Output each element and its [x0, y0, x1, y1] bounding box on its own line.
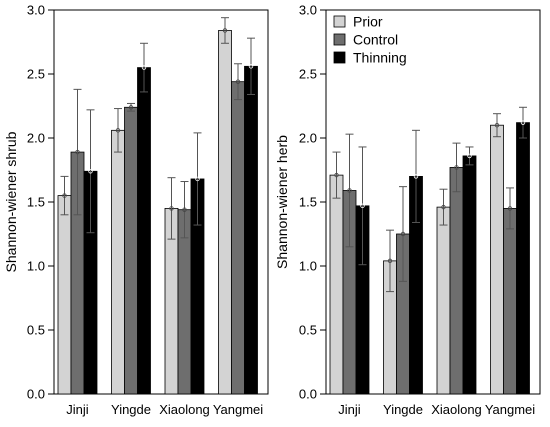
mean-marker: [334, 172, 339, 178]
y-tick-label: 2.5: [299, 67, 317, 82]
mean-marker: [413, 174, 419, 179]
y-tick-label: 2.0: [27, 131, 45, 146]
x-tick-label: Xiaolong: [159, 402, 210, 417]
x-tick-label: Yangmei: [485, 402, 535, 417]
bar-prior-yangmei: [218, 30, 232, 395]
bar-prior-yangmei: [490, 124, 504, 395]
y-tick-label: 3.0: [299, 3, 317, 18]
chart-panel-1: 0.0 0.5 1.0 1.5 2.0 2.5 3.0 Shannon-wiener shru…: [3, 3, 269, 417]
y-tick-label: 2.5: [27, 67, 45, 82]
y-tick-label: 3.0: [27, 3, 45, 18]
bar-prior-yingde: [111, 129, 125, 395]
y-tick-label: 0.0: [27, 387, 45, 402]
mean-marker: [235, 79, 241, 84]
y-tick-label: 1.0: [27, 259, 45, 274]
mean-marker: [387, 258, 393, 264]
x-tick-label: Jinji: [338, 402, 361, 417]
bar-thinning-yangmei: [244, 65, 258, 395]
mean-marker: [507, 206, 513, 211]
y-tick-label: 0.5: [299, 323, 317, 338]
mean-marker: [494, 122, 500, 128]
mean-marker: [128, 105, 134, 110]
y-axis-label: Shannon-wiener shrub: [3, 131, 19, 272]
mean-marker: [222, 28, 228, 33]
x-tick-label: Yingde: [111, 402, 151, 417]
y-tick-label: 0.0: [299, 387, 317, 402]
legend-swatch: [333, 33, 346, 46]
mean-marker: [75, 149, 80, 155]
bar-prior-xiaolong: [436, 206, 451, 395]
bar-prior-jinji: [329, 174, 344, 395]
mean-marker: [182, 207, 187, 212]
bar-control-xiaolong: [449, 167, 464, 395]
y-tick-label: 1.5: [299, 195, 317, 210]
mean-marker: [347, 188, 352, 193]
mean-marker: [441, 204, 446, 210]
mean-marker: [62, 193, 67, 198]
mean-marker: [195, 176, 200, 182]
bar-thinning-yingde: [137, 67, 151, 395]
mean-marker: [169, 206, 174, 211]
mean-marker: [454, 165, 459, 170]
mean-marker: [88, 169, 93, 174]
y-tick-label: 0.5: [27, 323, 45, 338]
legend-label: Control: [353, 32, 398, 48]
x-tick-label: Xiaolong: [431, 402, 482, 417]
bar-thinning-xiaolong: [462, 155, 477, 395]
mean-marker: [141, 65, 147, 70]
x-tick-label: Yangmei: [213, 402, 263, 417]
mean-marker: [400, 231, 406, 237]
bar-prior-jinji: [57, 195, 72, 395]
y-tick-label: 2.0: [299, 131, 317, 146]
y-axis-label: Shannon-wiener herb: [274, 135, 290, 269]
mean-marker: [520, 120, 526, 125]
mean-marker: [467, 153, 472, 159]
legend-label: Thinning: [353, 50, 407, 66]
mean-marker: [248, 64, 254, 69]
x-tick-label: Jinji: [66, 402, 89, 417]
legend: Prior Control Thinning: [333, 14, 407, 66]
x-tick-label: Yingde: [383, 402, 423, 417]
chart-panel-2: 0.0 0.5 1.0 1.5 2.0 2.5 3.0 Shannon-wiener herb…: [274, 3, 541, 417]
y-tick-label: 1.5: [27, 195, 45, 210]
bar-control-yingde: [124, 106, 138, 395]
bar-control-yangmei: [231, 81, 245, 395]
bar-thinning-yangmei: [516, 122, 530, 395]
bar-control-yangmei: [503, 207, 517, 395]
y-tick-label: 1.0: [299, 259, 317, 274]
mean-marker: [360, 203, 365, 209]
mean-marker: [115, 128, 121, 133]
legend-label: Prior: [353, 14, 383, 30]
legend-swatch: [333, 51, 346, 64]
legend-swatch: [333, 15, 346, 28]
